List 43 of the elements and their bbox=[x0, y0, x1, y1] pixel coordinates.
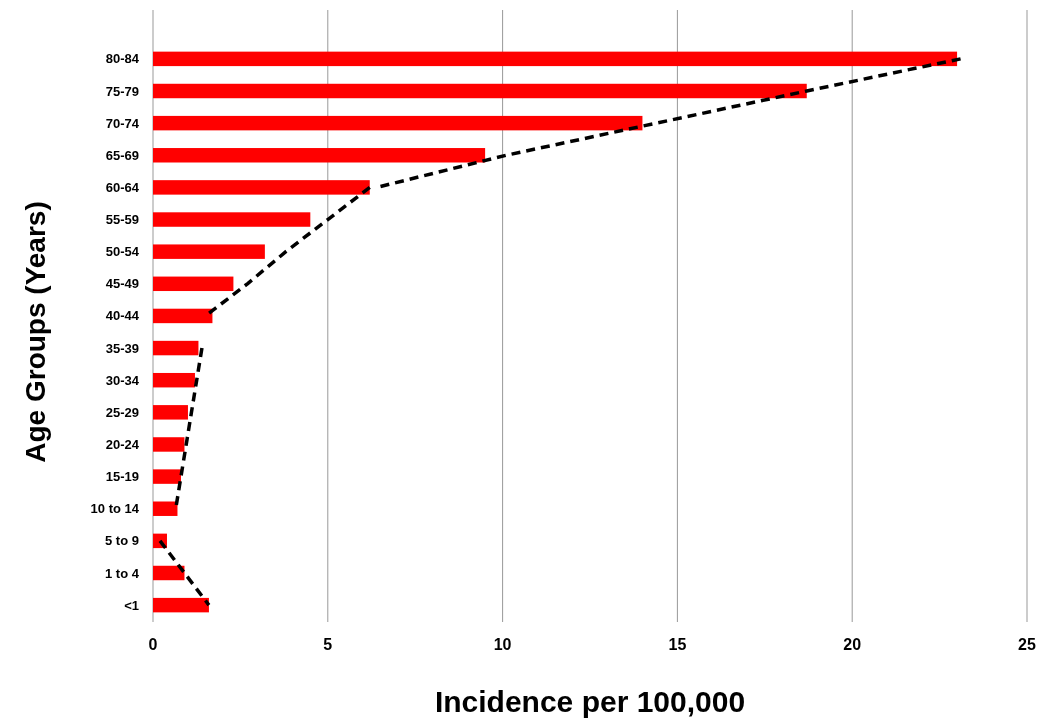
bar bbox=[153, 276, 234, 292]
bar bbox=[153, 597, 209, 613]
y-tick-label: 50-54 bbox=[105, 244, 140, 260]
y-tick-label: 25-29 bbox=[105, 404, 139, 420]
bar bbox=[153, 308, 213, 324]
bar bbox=[153, 244, 265, 259]
y-tick-label: 10 to 14 bbox=[90, 501, 140, 517]
bar bbox=[153, 115, 643, 131]
bar bbox=[153, 51, 958, 67]
y-axis-title: Age Groups (Years) bbox=[20, 201, 51, 463]
y-tick-label: 30-34 bbox=[105, 372, 140, 388]
y-tick-label: 65-69 bbox=[105, 147, 139, 163]
bar bbox=[153, 180, 370, 195]
x-tick-label: 5 bbox=[323, 636, 333, 653]
y-tick-label: 40-44 bbox=[105, 308, 140, 324]
y-tick-label: <1 bbox=[124, 597, 139, 613]
bar bbox=[153, 405, 188, 420]
y-tick-label: 60-64 bbox=[105, 179, 140, 195]
bar bbox=[153, 372, 195, 388]
x-tick-label: 0 bbox=[148, 636, 158, 653]
bar bbox=[153, 501, 178, 516]
x-tick-label: 20 bbox=[843, 636, 862, 653]
x-axis-title: Incidence per 100,000 bbox=[434, 685, 746, 718]
bar bbox=[153, 469, 181, 484]
bar bbox=[153, 83, 807, 99]
y-tick-label: 80-84 bbox=[105, 51, 140, 67]
bar bbox=[153, 212, 311, 227]
y-tick-label: 20-24 bbox=[105, 437, 140, 453]
bar bbox=[153, 148, 486, 163]
y-tick-label: 75-79 bbox=[105, 83, 139, 99]
bar bbox=[153, 565, 185, 581]
y-tick-label: 70-74 bbox=[105, 115, 140, 131]
x-tick-label: 15 bbox=[668, 636, 687, 653]
bar bbox=[153, 437, 185, 452]
y-tick-label: 1 to 4 bbox=[105, 565, 140, 581]
x-tick-label: 10 bbox=[493, 636, 512, 653]
y-tick-label: 55-59 bbox=[105, 212, 139, 228]
x-tick-label: 25 bbox=[1018, 636, 1036, 653]
y-tick-label: 45-49 bbox=[105, 276, 139, 292]
y-tick-label: 15-19 bbox=[105, 469, 139, 485]
y-tick-label: 35-39 bbox=[105, 340, 139, 356]
bar bbox=[153, 340, 199, 356]
y-tick-label: 5 to 9 bbox=[105, 533, 139, 549]
